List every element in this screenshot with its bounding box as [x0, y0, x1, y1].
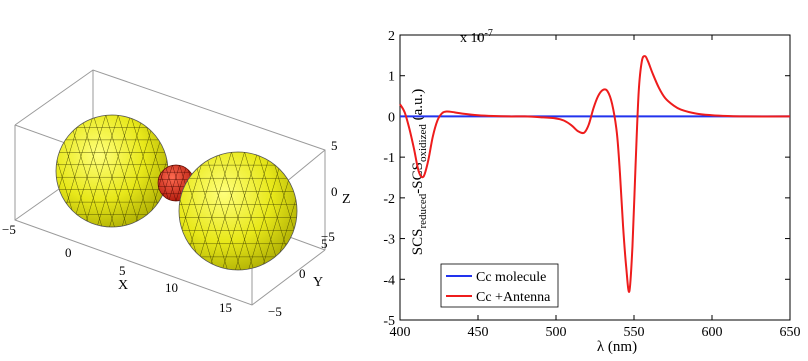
y-exponent-label: x 10-7 — [460, 28, 493, 46]
y-tick-label: -1 — [383, 151, 395, 166]
x-axis-label: λ (nm) — [597, 339, 637, 355]
y-axis-label: SCSreduced-SCSoxidized (a.u.) — [410, 89, 429, 256]
x-tick-label: 15 — [219, 300, 232, 315]
x-axis-label: X — [118, 278, 128, 293]
geometry-plot: −5 0 5 10 15 X −5 0 5 Y 5 0 −5 Z — [2, 69, 351, 319]
y-tick-label: -5 — [383, 314, 395, 329]
x-tick-label: 10 — [165, 280, 178, 295]
gold-sphere-left — [55, 114, 169, 228]
y-tick-label: -4 — [383, 273, 395, 288]
legend: Cc molecule Cc +Antenna — [440, 263, 559, 308]
antenna-geometry-panel: −5 0 5 10 15 X −5 0 5 Y 5 0 −5 Z — [0, 0, 380, 356]
z-tick-label: −5 — [321, 229, 335, 244]
x-tick-label: 500 — [546, 325, 567, 340]
legend-label-cc-molecule: Cc molecule — [476, 270, 546, 285]
spectrum-chart: SCSreduced-SCSoxidized (a.u.) x 10-7 400… — [383, 28, 800, 355]
x-tick-label: −5 — [2, 222, 16, 237]
x-tick-label: 600 — [702, 325, 723, 340]
x-tick-label: 550 — [624, 325, 645, 340]
legend-label-cc-antenna: Cc +Antenna — [476, 290, 551, 305]
x-tick-label: 5 — [119, 263, 126, 278]
plot-frame — [399, 34, 791, 321]
spectrum-chart-panel: SCSreduced-SCSoxidized (a.u.) x 10-7 400… — [380, 0, 808, 356]
x-tick-label: 450 — [468, 325, 489, 340]
plot-area: 400 450 500 550 600 650 2 1 0 -1 -2 -3 -4 -5 — [383, 29, 800, 340]
z-tick-label: 0 — [331, 184, 338, 199]
y-tick-label: −5 — [268, 304, 282, 319]
series-line-cc-antenna — [399, 55, 791, 293]
y-axis-label: Y — [313, 275, 323, 290]
x-tick-label: 400 — [390, 325, 411, 340]
z-axis-label: Z — [342, 192, 351, 207]
x-tick-label: 650 — [780, 325, 801, 340]
y-tick-label: 5 — [321, 236, 328, 251]
y-tick-label: 0 — [299, 266, 306, 281]
y-tick-label: 2 — [388, 29, 395, 44]
y-tick-label: -3 — [383, 233, 395, 248]
y-tick-label: 0 — [388, 110, 395, 125]
z-tick-label: 5 — [331, 138, 338, 153]
x-tick-label: 0 — [65, 245, 72, 260]
y-tick-label: -2 — [383, 192, 395, 207]
y-tick-label: 1 — [388, 70, 395, 85]
